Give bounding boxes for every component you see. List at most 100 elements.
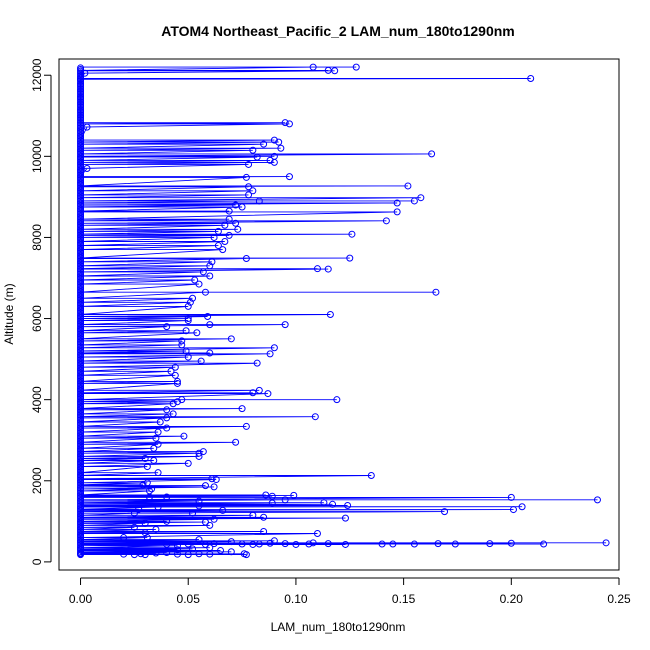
data-point xyxy=(309,539,317,547)
data-point xyxy=(141,551,149,559)
data-point xyxy=(434,540,442,548)
data-point xyxy=(227,548,235,556)
data-point xyxy=(253,153,261,161)
data-point xyxy=(238,203,246,211)
baseline-point xyxy=(77,64,85,72)
data-point xyxy=(441,508,449,516)
data-point xyxy=(326,311,334,318)
data-point xyxy=(266,539,274,547)
x-tick-label: 0.10 xyxy=(284,592,308,606)
data-point xyxy=(201,288,209,296)
y-tick-label: 0 xyxy=(30,558,44,565)
data-point xyxy=(232,438,240,446)
data-point xyxy=(221,238,229,245)
data-point xyxy=(341,514,349,522)
data-point xyxy=(329,500,337,508)
data-point xyxy=(277,144,285,152)
y-tick-label: 2000 xyxy=(30,467,44,494)
data-point xyxy=(184,315,192,323)
data-point xyxy=(182,347,190,355)
data-layer xyxy=(77,63,610,559)
data-point xyxy=(171,363,179,371)
data-point xyxy=(152,549,160,557)
data-point xyxy=(393,199,401,207)
data-point xyxy=(154,428,162,436)
data-point xyxy=(163,540,171,548)
series-line xyxy=(79,66,607,556)
y-tick-label: 8000 xyxy=(30,224,44,251)
data-point xyxy=(208,258,216,266)
data-point xyxy=(260,527,268,535)
data-point xyxy=(255,197,263,205)
data-point xyxy=(602,539,610,547)
data-point xyxy=(143,534,151,542)
plot-frame xyxy=(58,58,620,571)
data-point xyxy=(210,515,218,523)
data-point xyxy=(509,506,517,514)
data-point xyxy=(210,483,218,491)
data-point xyxy=(225,231,233,239)
data-point xyxy=(184,459,192,467)
y-axis-label: Altitude (m) xyxy=(2,283,16,344)
data-point xyxy=(225,215,233,223)
data-point xyxy=(163,493,171,501)
data-point xyxy=(214,242,222,250)
data-point xyxy=(389,540,397,548)
data-point xyxy=(417,194,425,202)
data-point xyxy=(333,396,341,404)
data-point xyxy=(242,255,250,263)
data-point xyxy=(281,321,289,329)
data-point xyxy=(163,549,171,557)
data-point xyxy=(238,405,246,413)
data-point xyxy=(130,523,138,531)
data-point xyxy=(270,344,278,352)
data-point xyxy=(240,550,248,558)
x-tick-label: 0.15 xyxy=(392,592,416,606)
data-point xyxy=(173,542,181,550)
data-point xyxy=(173,550,181,558)
data-point xyxy=(77,75,85,83)
data-point xyxy=(154,469,162,477)
data-point xyxy=(451,540,459,548)
data-point xyxy=(184,317,192,325)
data-point xyxy=(486,540,494,548)
data-point xyxy=(507,493,515,501)
x-tick-label: 0.25 xyxy=(607,592,631,606)
data-point xyxy=(173,379,181,387)
data-point xyxy=(173,377,181,385)
y-tick-label: 6000 xyxy=(30,305,44,332)
data-point xyxy=(410,197,418,205)
data-point xyxy=(238,540,246,548)
y-tick-label: 4000 xyxy=(30,386,44,413)
data-point xyxy=(331,67,339,75)
data-point xyxy=(344,502,352,510)
data-point xyxy=(275,138,283,146)
data-point xyxy=(378,540,386,548)
data-point xyxy=(178,396,186,404)
data-point xyxy=(206,349,214,357)
data-point xyxy=(150,444,158,452)
data-point xyxy=(199,448,207,456)
data-point xyxy=(432,288,440,296)
data-point xyxy=(156,418,164,426)
data-point xyxy=(221,221,229,229)
data-point xyxy=(260,140,268,148)
data-point xyxy=(232,201,240,209)
data-point xyxy=(270,136,278,144)
data-point xyxy=(245,183,253,191)
data-point xyxy=(83,165,91,172)
data-point xyxy=(120,534,128,542)
data-point xyxy=(210,233,218,241)
data-point xyxy=(208,475,216,483)
data-point xyxy=(285,120,293,128)
data-point xyxy=(163,414,171,422)
data-point xyxy=(305,540,313,548)
data-point xyxy=(507,539,515,547)
data-point xyxy=(130,551,138,559)
data-point xyxy=(189,294,197,302)
data-point xyxy=(217,547,225,555)
x-tick-label: 0.05 xyxy=(177,592,201,606)
data-point xyxy=(219,246,227,254)
data-point xyxy=(154,440,162,448)
data-point xyxy=(152,434,160,442)
